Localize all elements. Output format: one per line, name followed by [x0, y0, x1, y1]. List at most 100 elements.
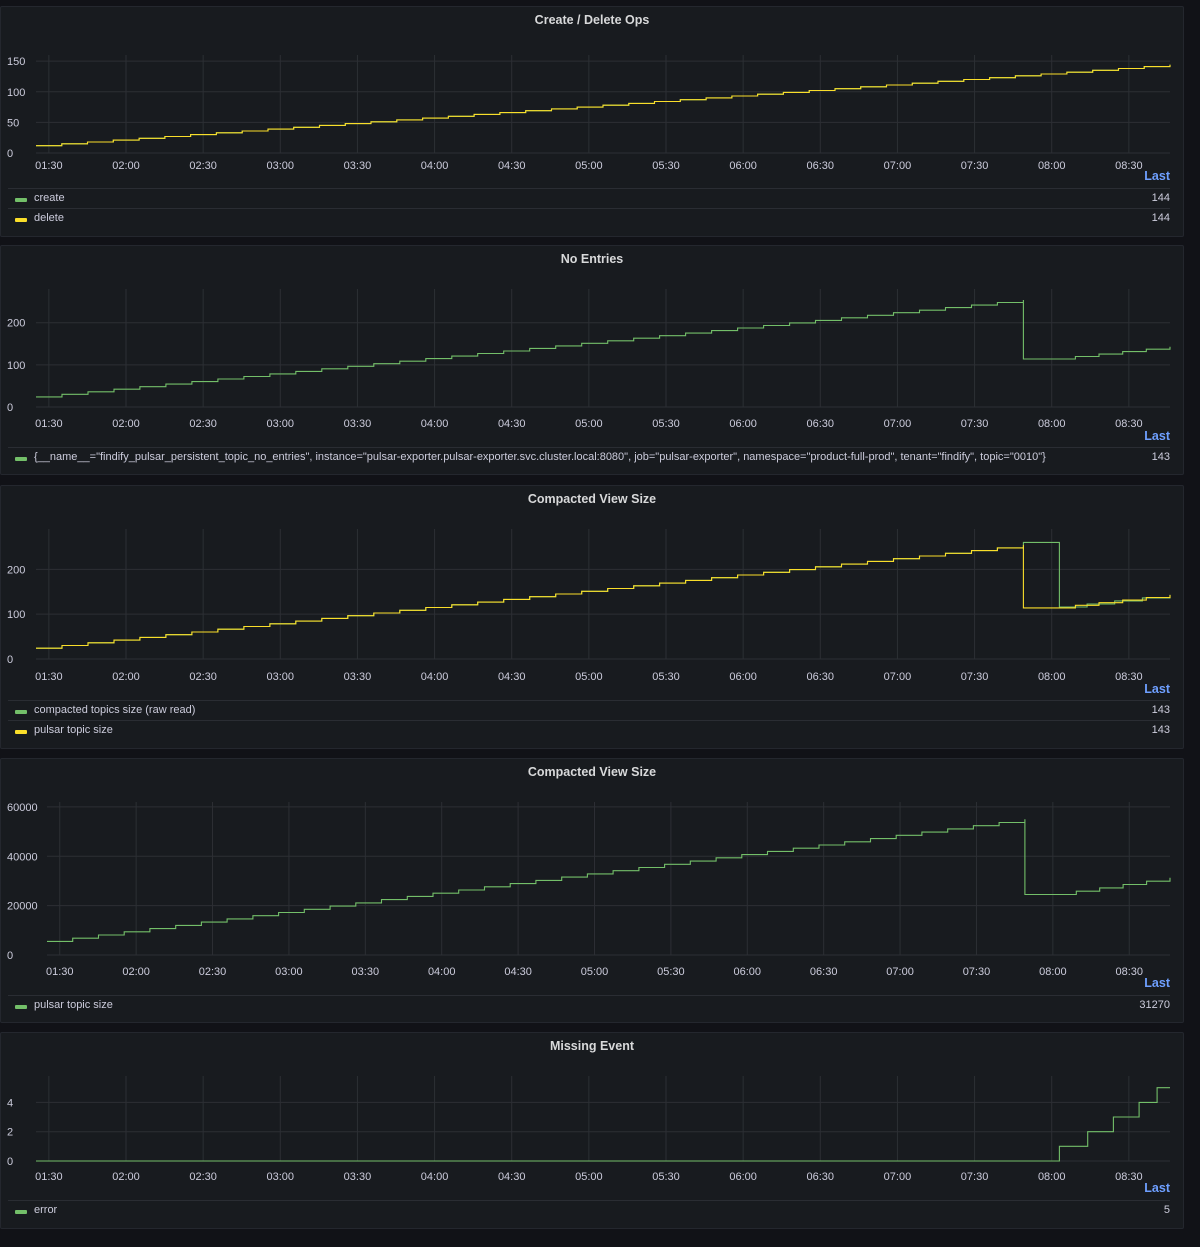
x-tick-label: 04:30 [498, 418, 526, 430]
legend-item-error[interactable]: error 5 [8, 1200, 1170, 1220]
series-line-2[interactable] [36, 64, 1171, 147]
series-line-2[interactable] [36, 545, 1171, 649]
x-tick-label: 01:30 [35, 160, 63, 172]
y-tick-label: 0 [7, 950, 13, 962]
y-tick-label: 0 [7, 1156, 13, 1168]
x-tick-label: 04:00 [421, 160, 449, 172]
y-tick-label: 50 [7, 117, 19, 129]
x-tick-label: 03:30 [344, 671, 372, 683]
legend-header-last[interactable]: Last [1144, 682, 1170, 696]
x-tick-label: 07:00 [884, 671, 912, 683]
x-tick-label: 02:00 [112, 671, 140, 683]
y-tick-label: 60000 [7, 802, 38, 814]
x-tick-label: 08:00 [1039, 966, 1067, 978]
x-tick-label: 04:30 [498, 671, 526, 683]
x-tick-label: 01:30 [35, 1171, 63, 1183]
x-tick-label: 03:30 [344, 1171, 372, 1183]
y-tick-label: 0 [7, 148, 13, 160]
legend-swatch [15, 218, 27, 222]
x-tick-label: 06:30 [807, 418, 835, 430]
y-tick-label: 100 [7, 87, 25, 99]
chart-plot: 01:30 02:00 02:30 03:00 03:30 04:00 04:30 05:00… [7, 1076, 1170, 1183]
x-tick-label: 08:30 [1115, 966, 1143, 978]
legend-label: create [34, 192, 65, 204]
x-tick-label: 02:30 [199, 966, 227, 978]
legend-label: pulsar topic size [34, 724, 113, 736]
y-tick-label: 100 [7, 609, 25, 621]
y-tick-label: 2 [7, 1127, 13, 1139]
panel-title[interactable]: Compacted View Size [527, 492, 657, 506]
panel-title[interactable]: Compacted View Size [527, 765, 657, 779]
legend-value: 144 [1151, 212, 1170, 224]
y-tick-label: 0 [7, 654, 13, 666]
legend-value: 5 [1163, 1204, 1170, 1216]
chart-plot: 01:30 02:00 02:30 03:00 03:30 04:00 04:30 05:00… [7, 289, 1171, 430]
legend-value: 144 [1151, 192, 1170, 204]
legend-label: {__name__="findify_pulsar_persistent_top… [34, 451, 1046, 463]
legend-value: 143 [1151, 704, 1170, 716]
x-tick-label: 06:00 [729, 671, 757, 683]
legend-header-last[interactable]: Last [1144, 429, 1170, 443]
legend-value: 143 [1151, 724, 1170, 736]
y-tick-label: 100 [7, 360, 25, 372]
legend-item-pulsar-topic-size[interactable]: pulsar topic size 143 [8, 720, 1170, 740]
legend-label: compacted topics size (raw read) [34, 704, 196, 716]
series-line-1[interactable] [47, 819, 1171, 942]
y-tick-label: 20000 [7, 901, 38, 913]
legend-item-create[interactable]: create 144 [8, 188, 1170, 208]
x-tick-label: 05:00 [581, 966, 609, 978]
x-tick-label: 06:30 [810, 966, 838, 978]
x-tick-label: 05:30 [652, 1171, 680, 1183]
x-tick-label: 05:00 [575, 418, 603, 430]
x-tick-label: 04:00 [421, 418, 449, 430]
panel-compacted-view-size-bytes: Compacted View Size 01:30 02:00 02:30 03:00… [0, 758, 1184, 1023]
x-tick-label: 04:00 [421, 1171, 449, 1183]
chart-plot: 01:30 02:00 02:30 03:00 03:30 04:00 04:30 05:00… [7, 802, 1171, 978]
legend-item-delete[interactable]: delete 144 [8, 208, 1170, 228]
x-tick-label: 05:30 [657, 966, 685, 978]
x-tick-label: 05:30 [652, 671, 680, 683]
y-tick-label: 40000 [7, 851, 38, 863]
series-line-1[interactable] [36, 300, 1171, 398]
legend-swatch [15, 710, 27, 714]
x-tick-label: 08:00 [1038, 1171, 1066, 1183]
legend-header-last[interactable]: Last [1144, 1181, 1170, 1195]
x-tick-label: 08:00 [1038, 160, 1066, 172]
x-tick-label: 07:00 [886, 966, 914, 978]
legend-swatch [15, 730, 27, 734]
legend-header-last[interactable]: Last [1144, 976, 1170, 990]
chart-plot: 01:30 02:00 02:30 03:00 03:30 04:00 04:30 05:00… [7, 529, 1171, 683]
legend-swatch [15, 198, 27, 202]
x-tick-label: 07:00 [884, 160, 912, 172]
x-tick-label: 05:00 [575, 671, 603, 683]
x-tick-label: 01:30 [46, 966, 74, 978]
legend-value: 31270 [1139, 999, 1170, 1011]
panel-title[interactable]: Missing Event [549, 1039, 635, 1053]
x-tick-label: 02:30 [189, 160, 217, 172]
x-tick-label: 04:00 [428, 966, 456, 978]
x-tick-label: 08:30 [1115, 671, 1143, 683]
legend-header-last[interactable]: Last [1144, 169, 1170, 183]
x-tick-label: 02:00 [112, 160, 140, 172]
legend-item-compacted-topics-size[interactable]: compacted topics size (raw read) 143 [8, 700, 1170, 720]
x-tick-label: 06:30 [807, 1171, 835, 1183]
x-tick-label: 06:00 [729, 160, 757, 172]
x-tick-label: 02:30 [189, 671, 217, 683]
panel-compacted-view-size: Compacted View Size 01:30 02:00 02:30 03:00… [0, 485, 1184, 749]
panel-title[interactable]: No Entries [560, 252, 624, 266]
panel-create-delete-ops: Create / Delete Ops 01:30 02:00 02:30 03:00… [0, 6, 1184, 237]
legend-item-no-entries[interactable]: {__name__="findify_pulsar_persistent_top… [8, 447, 1170, 467]
legend-value: 143 [1151, 451, 1170, 463]
x-tick-label: 03:00 [267, 1171, 295, 1183]
panel-no-entries: No Entries 01:30 02:00 02:30 03:00 03:30 04:0… [0, 245, 1184, 475]
x-tick-label: 06:30 [807, 160, 835, 172]
series-line-1[interactable] [36, 1087, 1170, 1162]
x-tick-label: 07:30 [963, 966, 991, 978]
x-tick-label: 01:30 [35, 418, 63, 430]
panel-title[interactable]: Create / Delete Ops [534, 13, 650, 27]
x-tick-label: 07:30 [961, 1171, 989, 1183]
x-tick-label: 02:00 [112, 418, 140, 430]
x-tick-label: 04:00 [421, 671, 449, 683]
x-tick-label: 08:00 [1038, 418, 1066, 430]
legend-item-pulsar-topic-size[interactable]: pulsar topic size 31270 [8, 995, 1170, 1015]
